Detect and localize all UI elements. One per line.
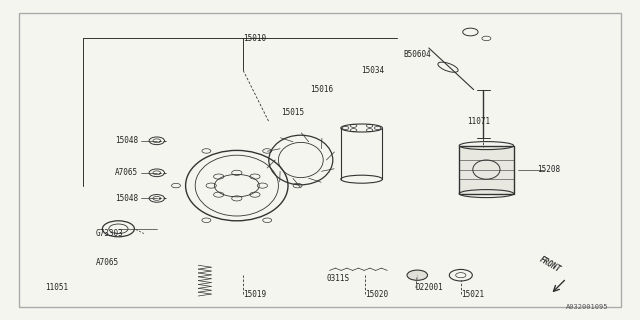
Text: 0311S: 0311S: [326, 274, 349, 283]
Text: D22001: D22001: [416, 284, 444, 292]
Text: 11051: 11051: [45, 284, 68, 292]
Text: A7065: A7065: [96, 258, 119, 267]
Bar: [460, 146, 514, 194]
Text: 15019: 15019: [243, 290, 266, 299]
Text: 15010: 15010: [243, 34, 266, 43]
Text: FRONT: FRONT: [538, 255, 562, 274]
Text: 15015: 15015: [282, 108, 305, 116]
Text: 15021: 15021: [461, 290, 484, 299]
Text: 15208: 15208: [538, 165, 561, 174]
Text: 11071: 11071: [467, 117, 490, 126]
Text: A7065: A7065: [115, 168, 138, 177]
Text: 15020: 15020: [365, 290, 388, 299]
Text: 15048: 15048: [115, 136, 138, 145]
Circle shape: [407, 270, 428, 280]
Text: B50604: B50604: [403, 50, 431, 59]
Text: G73303: G73303: [96, 229, 124, 238]
Text: 15016: 15016: [310, 85, 333, 94]
Text: 15034: 15034: [362, 66, 385, 75]
Text: A032001095: A032001095: [566, 304, 608, 310]
Text: 15048: 15048: [115, 194, 138, 203]
